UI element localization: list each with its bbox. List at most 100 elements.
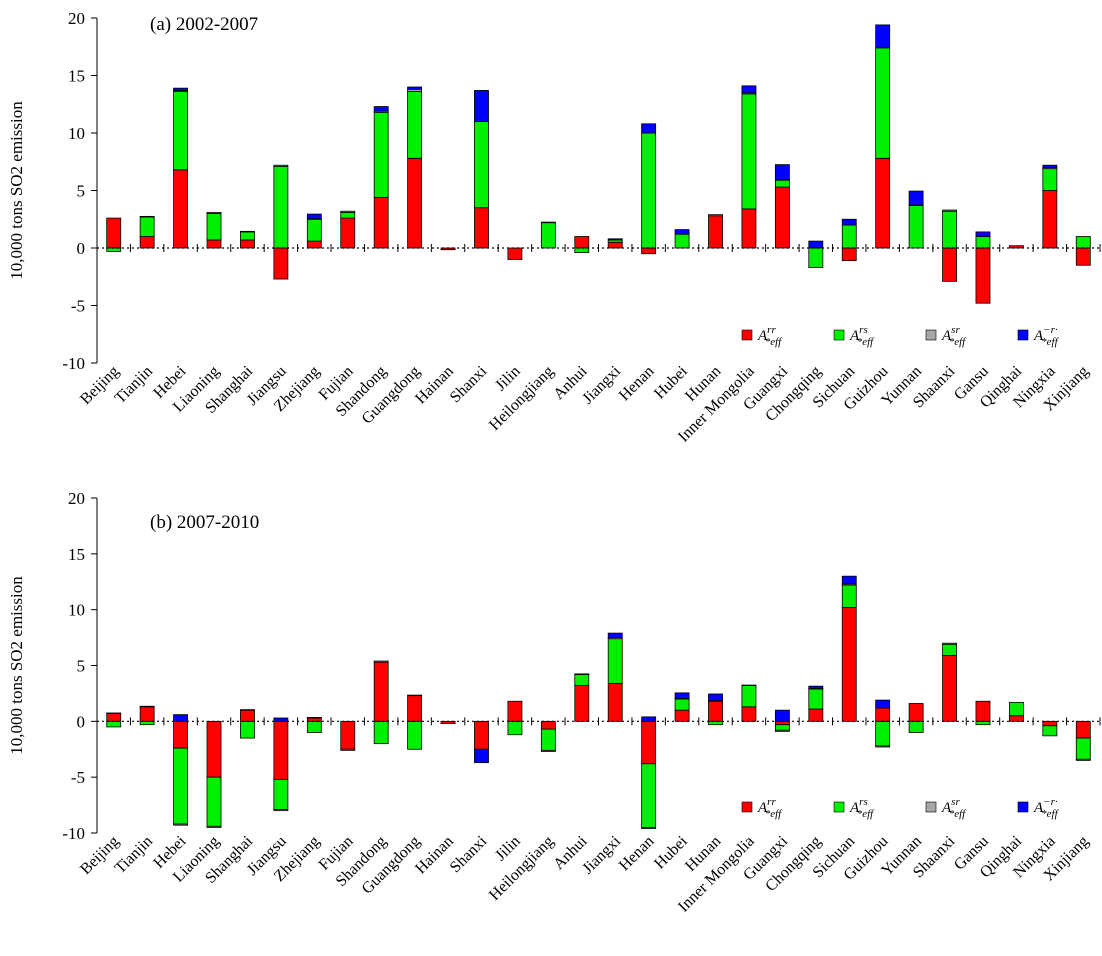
bar-sr	[574, 673, 590, 675]
legend-label: Arr *eff	[757, 796, 783, 820]
x-tick-label: Jiangxi	[579, 832, 624, 877]
bar-sr	[240, 709, 255, 711]
bar-rs	[875, 47, 891, 159]
legend: Arr *eff Ars *eff Asr *eff A−r· *eff	[741, 324, 1060, 348]
bar-rr	[741, 706, 757, 722]
bar-rr	[306, 717, 322, 722]
bar-rr	[139, 236, 155, 249]
bar-rs	[808, 247, 824, 268]
bar-r_dot	[841, 218, 857, 226]
legend-label: Asr *eff	[941, 796, 967, 820]
bar-rr	[106, 217, 122, 249]
y-tick-label: 10	[68, 601, 85, 620]
bar-sr	[540, 749, 556, 752]
legend-swatch-sr	[925, 801, 937, 813]
bar-rr	[139, 706, 155, 722]
bar-rr	[1042, 190, 1058, 249]
y-tick-label: 20	[68, 489, 85, 508]
bar-rs	[1075, 236, 1091, 249]
y-tick-label: 5	[77, 657, 86, 676]
legend-swatch-sr	[925, 329, 937, 341]
bar-rr	[708, 215, 723, 249]
bar-rs	[1042, 725, 1058, 737]
bar-rr	[540, 720, 556, 730]
legend-label: Asr *eff	[941, 324, 967, 348]
bar-rs	[875, 720, 891, 747]
bar-rs	[173, 91, 189, 171]
y-tick-label: 10	[68, 124, 85, 143]
bar-sr	[708, 214, 723, 217]
bar-rs	[908, 720, 924, 733]
bar-sr	[206, 825, 222, 828]
bar-rs	[708, 720, 723, 726]
bar-rr	[1008, 245, 1024, 249]
bar-sr	[306, 717, 322, 719]
bar-rs	[774, 179, 790, 188]
y-tick-label: 0	[77, 239, 86, 258]
bar-rr	[340, 720, 356, 750]
bar-sr	[741, 684, 757, 687]
bar-rs	[373, 720, 389, 745]
bar-rr	[908, 703, 924, 722]
bar-rr	[774, 186, 790, 249]
bar-rs	[474, 121, 489, 209]
bar-r_dot	[173, 714, 189, 722]
bar-sr	[774, 729, 790, 732]
bar-sr	[273, 164, 289, 167]
bar-rs	[540, 222, 556, 249]
bar-rr	[507, 247, 523, 260]
bar-r_dot	[306, 213, 322, 220]
bar-rs	[139, 216, 155, 237]
bar-sr	[641, 827, 657, 829]
y-tick-label: -5	[71, 297, 85, 316]
bar-sr	[1075, 758, 1091, 761]
bar-r_dot	[808, 240, 824, 249]
legend-label: A−r· *eff	[1033, 324, 1060, 348]
bar-rs	[407, 91, 423, 159]
bar-rs	[641, 132, 657, 249]
legend-swatch-r_dot	[1017, 801, 1029, 813]
bar-rr	[607, 682, 623, 722]
bar-r_dot	[774, 709, 790, 722]
bar-rr	[173, 169, 189, 249]
bar-r_dot	[841, 575, 857, 585]
bar-r_dot	[875, 24, 891, 49]
bar-rr	[173, 720, 189, 749]
bar-rr	[373, 661, 389, 722]
bar-rr	[808, 708, 824, 722]
bar-r_dot	[708, 693, 723, 702]
bar-sr	[875, 745, 891, 748]
legend: Arr *eff Ars *eff Asr *eff A−r· *eff	[741, 796, 1060, 820]
bar-rr	[273, 720, 289, 780]
legend-label: Ars *eff	[849, 324, 875, 348]
bar-rr	[206, 239, 222, 249]
y-axis-label: 10,000 tons SO2 emission	[7, 101, 26, 280]
bar-rs	[975, 236, 991, 249]
bar-sr	[273, 809, 289, 812]
bar-rr	[106, 713, 122, 722]
bar-sr	[173, 823, 189, 826]
panel-b: -10 -5 0 5 10 15 20 10,000 tons SO2 emission (b)…	[7, 489, 1101, 916]
bar-rr	[1042, 720, 1058, 727]
bar-r_dot	[741, 85, 757, 94]
bar-rr	[1075, 720, 1091, 739]
bar-rs	[908, 205, 924, 249]
bar-rr	[975, 247, 991, 304]
bar-rr	[373, 196, 389, 249]
x-tick-label: Hainan	[412, 363, 457, 408]
bar-sr	[373, 660, 389, 663]
bar-rr	[474, 720, 489, 750]
bar-rs	[373, 111, 389, 198]
bar-rs	[106, 720, 122, 728]
bar-sr	[340, 748, 356, 751]
x-tick-label: Tianjin	[112, 363, 156, 407]
y-tick-label: 20	[68, 9, 85, 28]
bar-rs	[340, 211, 356, 219]
bar-rs	[1042, 168, 1058, 191]
bar-rs	[942, 210, 957, 249]
legend-swatch-rs	[833, 329, 845, 341]
bar-r_dot	[474, 90, 489, 122]
legend-swatch-rs	[833, 801, 845, 813]
bar-r_dot	[875, 699, 891, 709]
